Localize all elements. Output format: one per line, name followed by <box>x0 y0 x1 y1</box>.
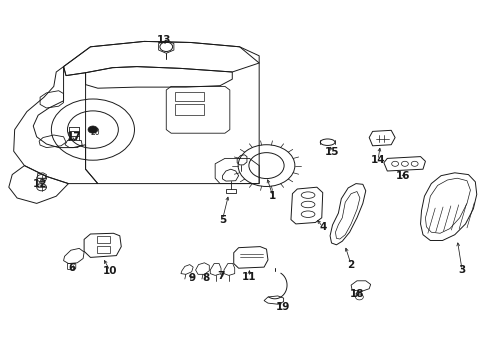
Circle shape <box>88 126 98 133</box>
Text: 14: 14 <box>370 155 385 165</box>
Text: 13: 13 <box>156 35 171 45</box>
Text: 3: 3 <box>458 265 465 275</box>
Text: 17: 17 <box>67 132 81 142</box>
Text: 19: 19 <box>275 302 289 312</box>
Text: 12: 12 <box>33 179 47 189</box>
Text: 16: 16 <box>395 171 410 181</box>
Text: 11: 11 <box>242 272 256 282</box>
Text: 1: 1 <box>269 191 276 201</box>
Text: 10: 10 <box>102 266 117 276</box>
Text: 8: 8 <box>203 273 209 283</box>
Text: 2: 2 <box>347 260 354 270</box>
Text: 6: 6 <box>69 263 76 273</box>
Text: 20: 20 <box>90 128 100 137</box>
Text: 5: 5 <box>219 215 225 225</box>
Text: 9: 9 <box>188 273 195 283</box>
Text: 4: 4 <box>318 222 326 232</box>
Text: 15: 15 <box>325 147 339 157</box>
Text: 18: 18 <box>349 289 364 300</box>
Text: 7: 7 <box>217 271 224 281</box>
